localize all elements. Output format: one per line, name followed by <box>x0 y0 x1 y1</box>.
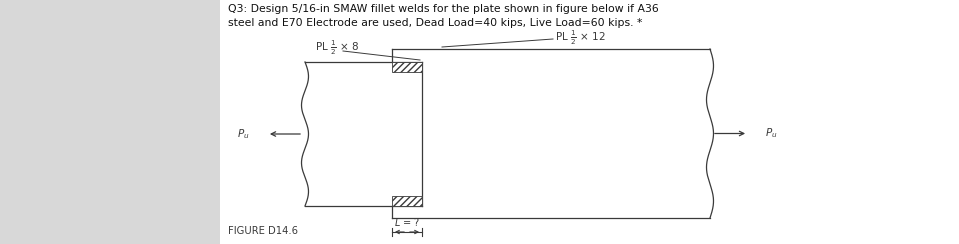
Text: $P_u$: $P_u$ <box>765 127 778 140</box>
Bar <box>392 196 422 206</box>
Bar <box>220 0 959 244</box>
Text: PL $\frac{1}{2}$ $\times$ 12: PL $\frac{1}{2}$ $\times$ 12 <box>555 29 606 47</box>
Text: $L$ = ?: $L$ = ? <box>394 216 420 228</box>
Bar <box>392 62 422 72</box>
Text: FIGURE D14.6: FIGURE D14.6 <box>228 226 298 236</box>
Text: $P_u$: $P_u$ <box>238 127 250 141</box>
Text: PL $\frac{1}{2}$ $\times$ 8: PL $\frac{1}{2}$ $\times$ 8 <box>315 39 360 57</box>
Bar <box>305 62 422 206</box>
Text: Q3: Design 5/16-in SMAW fillet welds for the plate shown in figure below if A36
: Q3: Design 5/16-in SMAW fillet welds for… <box>228 4 659 28</box>
Bar <box>392 49 710 218</box>
